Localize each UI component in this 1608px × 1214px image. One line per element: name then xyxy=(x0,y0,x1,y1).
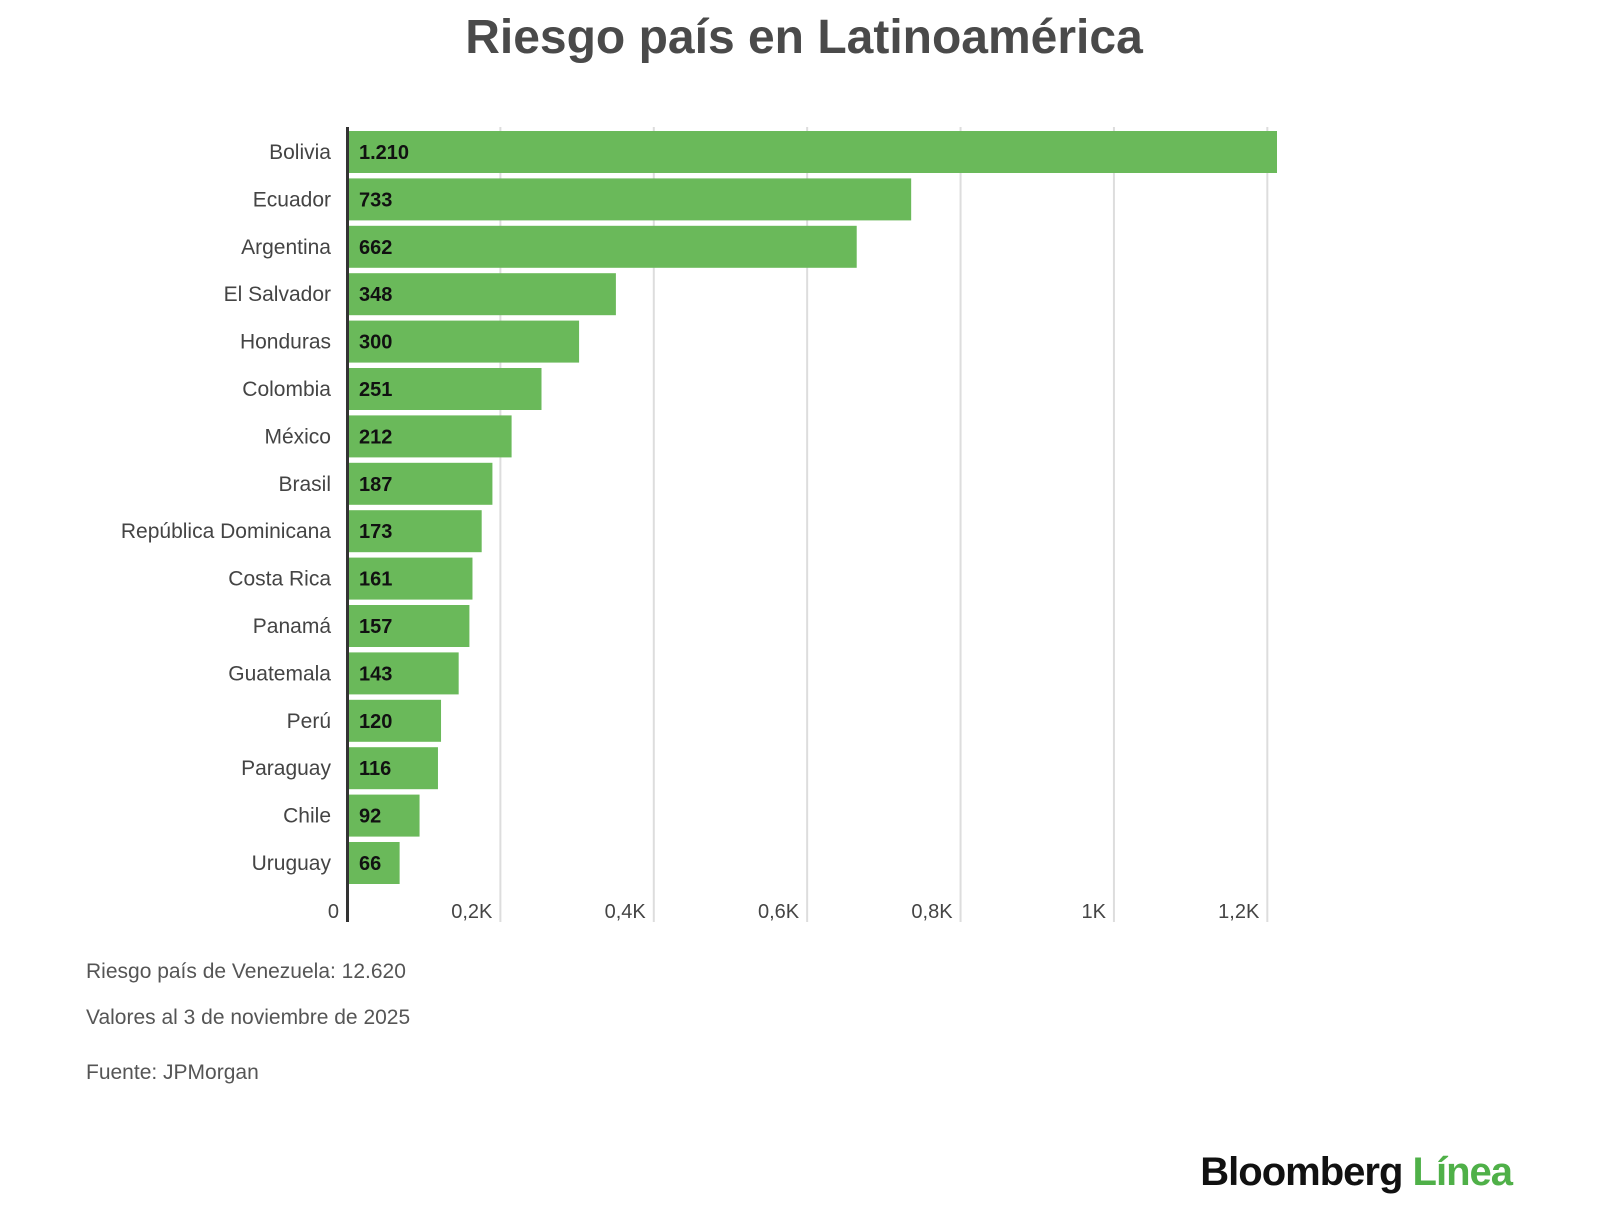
chart-title: Riesgo país en Latinoamérica xyxy=(465,11,1143,64)
category-label-7: Brasil xyxy=(278,473,331,496)
value-label-7: 187 xyxy=(359,474,392,496)
value-label-0: 1.210 xyxy=(359,142,409,164)
x-tick-label-0: 0 xyxy=(328,901,339,923)
category-label-12: Perú xyxy=(287,710,331,733)
bar-7 xyxy=(349,462,493,505)
category-label-5: Colombia xyxy=(242,378,331,401)
x-tick-label-2: 0,4K xyxy=(605,901,647,923)
category-label-0: Bolivia xyxy=(269,141,331,164)
bar-13 xyxy=(349,747,438,790)
source-note: Fuente: JPMorgan xyxy=(86,1061,259,1084)
value-label-6: 212 xyxy=(359,426,392,448)
category-label-3: El Salvador xyxy=(224,283,331,306)
bar-9 xyxy=(349,557,473,600)
venezuela-note: Riesgo país de Venezuela: 12.620 xyxy=(86,960,406,983)
value-label-4: 300 xyxy=(359,332,392,354)
value-label-11: 143 xyxy=(359,663,392,685)
value-label-15: 66 xyxy=(359,853,381,875)
bar-3 xyxy=(349,273,616,316)
category-label-9: Costa Rica xyxy=(228,568,331,591)
category-label-6: México xyxy=(264,425,331,448)
bar-11 xyxy=(349,652,459,695)
x-tick-label-6: 1,2K xyxy=(1218,901,1260,923)
category-label-11: Guatemala xyxy=(228,662,331,685)
x-tick-label-3: 0,6K xyxy=(758,901,800,923)
logo-part-bloomberg: Bloomberg xyxy=(1200,1150,1403,1194)
bar-1 xyxy=(349,178,912,221)
category-label-13: Paraguay xyxy=(241,757,331,780)
x-tick-label-4: 0,8K xyxy=(911,901,953,923)
category-label-14: Chile xyxy=(283,805,331,828)
category-label-15: Uruguay xyxy=(252,852,332,875)
value-label-12: 120 xyxy=(359,711,392,733)
bloomberg-linea-logo: Bloomberg Línea xyxy=(1200,1150,1513,1195)
bar-2 xyxy=(349,225,857,268)
bar-0 xyxy=(349,131,1277,173)
x-tick-label-5: 1K xyxy=(1081,901,1106,923)
bar-4 xyxy=(349,320,580,363)
logo-part-linea: Línea xyxy=(1412,1150,1513,1194)
date-note: Valores al 3 de noviembre de 2025 xyxy=(86,1006,411,1029)
bar-6 xyxy=(349,415,512,458)
bar-15 xyxy=(349,842,400,884)
category-label-8: República Dominicana xyxy=(121,520,331,543)
x-tick-label-1: 0,2K xyxy=(451,901,493,923)
category-label-1: Ecuador xyxy=(253,188,331,211)
value-label-5: 251 xyxy=(359,379,392,401)
bar-8 xyxy=(349,510,482,553)
category-label-10: Panamá xyxy=(253,615,332,638)
value-label-13: 116 xyxy=(359,758,391,780)
value-label-1: 733 xyxy=(359,189,392,211)
bar-5 xyxy=(349,368,542,410)
value-label-9: 161 xyxy=(359,569,392,591)
category-label-4: Honduras xyxy=(240,331,331,354)
value-label-10: 157 xyxy=(359,616,392,638)
value-label-14: 92 xyxy=(359,806,381,828)
bar-10 xyxy=(349,605,470,647)
bar-chart: Bolivia 1.210 Ecuador 733 Argentina 662 El Sal… xyxy=(121,127,1277,923)
bar-14 xyxy=(349,794,420,837)
value-label-2: 662 xyxy=(359,237,392,259)
value-label-3: 348 xyxy=(359,284,392,306)
category-label-2: Argentina xyxy=(241,236,331,259)
value-label-8: 173 xyxy=(359,521,392,543)
bar-12 xyxy=(349,699,442,742)
